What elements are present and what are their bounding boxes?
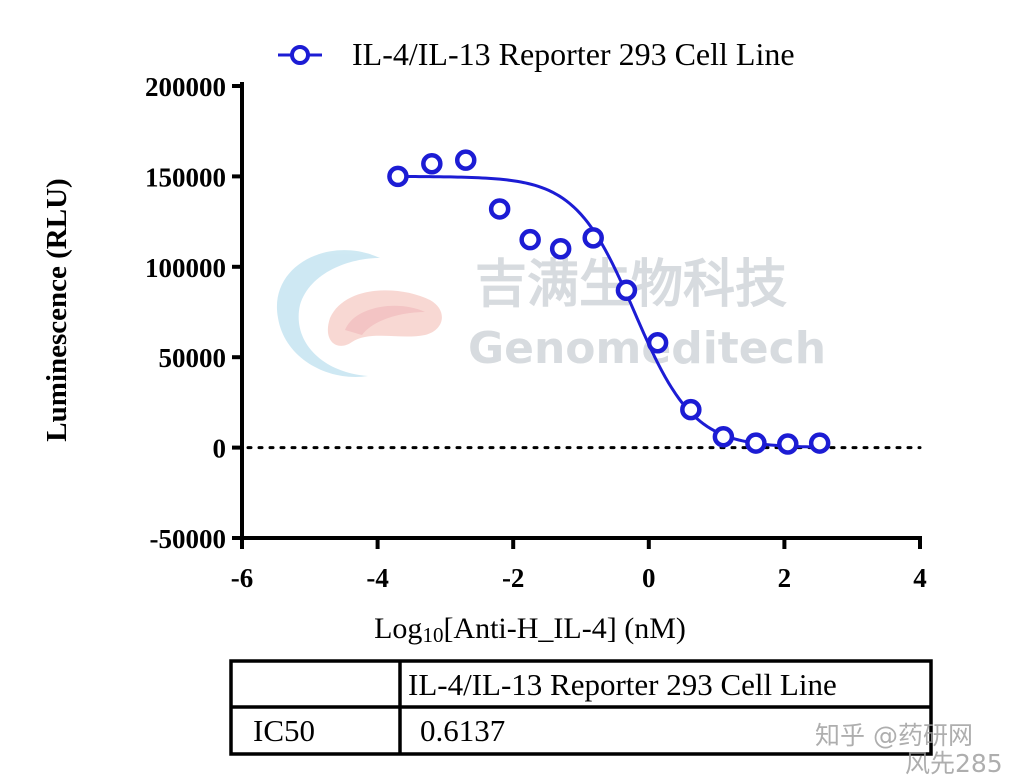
data-point	[488, 198, 511, 220]
data-point	[745, 432, 767, 454]
x-axis-title-sub: 10	[422, 623, 443, 647]
table-row-value: 0.6137	[420, 713, 505, 748]
data-point	[712, 426, 735, 448]
table-header-cell: IL-4/IL-13 Reporter 293 Cell Line	[408, 667, 837, 702]
x-tick-label: 2	[778, 563, 792, 593]
x-tick-label: 0	[642, 563, 656, 593]
x-axis-title: Log10[Anti-H_IL-4] (nM)	[374, 612, 686, 647]
watermark-logo	[276, 250, 442, 377]
data-point	[421, 152, 443, 175]
y-tick-label: 200000	[145, 72, 226, 102]
data-point	[454, 149, 477, 171]
x-axis-title-suffix: [Anti-H_IL-4] (nM)	[443, 612, 685, 645]
y-tick-label: 150000	[145, 162, 226, 192]
data-point	[680, 398, 702, 421]
data-point	[615, 279, 638, 302]
ic50-table: IL-4/IL-13 Reporter 293 Cell Line IC50 0…	[229, 659, 933, 756]
data-point	[387, 165, 409, 188]
credit-line-2: 风先285	[905, 749, 1003, 778]
data-point	[519, 228, 541, 251]
x-axis-title-prefix: Log	[374, 612, 422, 645]
y-tick-label: -50000	[150, 524, 227, 554]
legend: IL-4/IL-13 Reporter 293 Cell Line	[278, 36, 795, 72]
y-tick-label: 100000	[145, 253, 226, 283]
data-point	[646, 331, 669, 354]
y-tick-label: 0	[213, 434, 227, 464]
x-tick-label: -2	[502, 563, 525, 593]
x-tick-label: -4	[366, 563, 389, 593]
data-point	[777, 433, 799, 455]
data-point	[549, 237, 572, 260]
y-axis-title: Luminescence (RLU)	[41, 178, 73, 441]
table-row-label: IC50	[253, 713, 315, 748]
y-tick-label: 50000	[159, 343, 227, 373]
legend-label: IL-4/IL-13 Reporter 293 Cell Line	[352, 36, 795, 72]
data-point	[808, 432, 831, 454]
x-ticks: -6 -4 -2 0 2 4	[231, 538, 927, 593]
y-ticks: 200000 150000 100000 50000 0 -50000	[145, 72, 242, 554]
credit-line-1: 知乎 @药研网	[815, 721, 973, 750]
data-point	[582, 227, 604, 249]
legend-marker	[290, 45, 310, 65]
x-tick-label: -6	[231, 563, 254, 593]
data-points	[387, 149, 831, 455]
x-tick-label: 4	[913, 563, 927, 593]
watermark-english: Genomeditech	[468, 323, 826, 374]
